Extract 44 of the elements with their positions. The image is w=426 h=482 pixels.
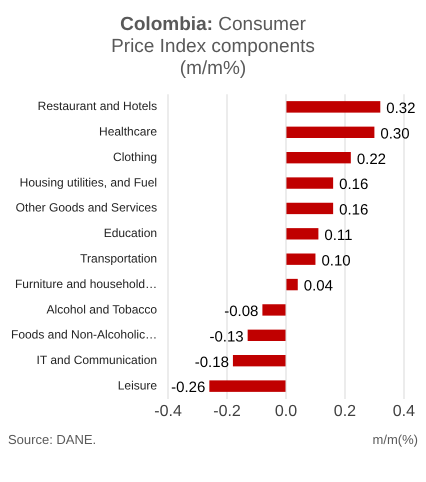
bar [248,330,286,342]
data-label: 0.16 [339,202,368,219]
data-label: -0.08 [224,303,258,320]
data-label: 0.10 [321,252,351,270]
y-tick-label: Housing utilities, and Fuel [20,175,158,190]
y-tick-label: Leisure [118,378,158,392]
data-label: -0.18 [194,354,229,371]
x-tick-label: 0.0 [274,402,298,420]
bar [232,355,286,366]
text: m/m(%) [372,432,418,447]
y-tick-label: Furniture and household… [14,276,158,291]
bar [286,278,298,290]
y-tick-label: IT and Communication [36,353,158,368]
data-label: 0.22 [356,150,386,168]
bar [262,304,286,316]
bar [286,228,318,240]
y-tick-label: Restaurant and Hotels [38,99,158,114]
data-label: 0.11 [324,226,352,244]
data-label: 0.04 [304,278,333,295]
y-tick-label: Clothing [113,150,158,164]
data-label: -0.13 [209,328,244,346]
source-note: Source: DANE. [8,432,96,447]
x-tick-label: 0.4 [392,402,416,420]
y-tick-label: Transportation [80,252,158,266]
data-label: -0.26 [171,379,206,396]
x-tick-label: 0.2 [334,402,356,420]
bar [286,101,380,113]
data-label: 0.32 [386,100,416,118]
chart-title: Colombia: Consumer Price Index components (m/m%) [111,14,315,79]
y-tick-label: Foods and Non-Alcoholic… [10,328,158,342]
x-tick-label: -0.2 [213,402,241,420]
bar [286,177,334,189]
bar [286,126,374,138]
x-tick-label: -0.4 [154,402,182,420]
bar [286,253,316,265]
y-tick-label: Education [104,226,158,240]
data-label: 0.16 [339,176,368,194]
y-tick-label: Alcohol and Tobacco [46,302,158,316]
y-tick-label: Other Goods and Services [16,200,158,215]
bar [286,152,351,164]
bar [209,380,286,392]
y-tick-label: Healthcare [99,124,158,139]
data-label: 0.30 [380,125,410,142]
bar [286,202,334,214]
